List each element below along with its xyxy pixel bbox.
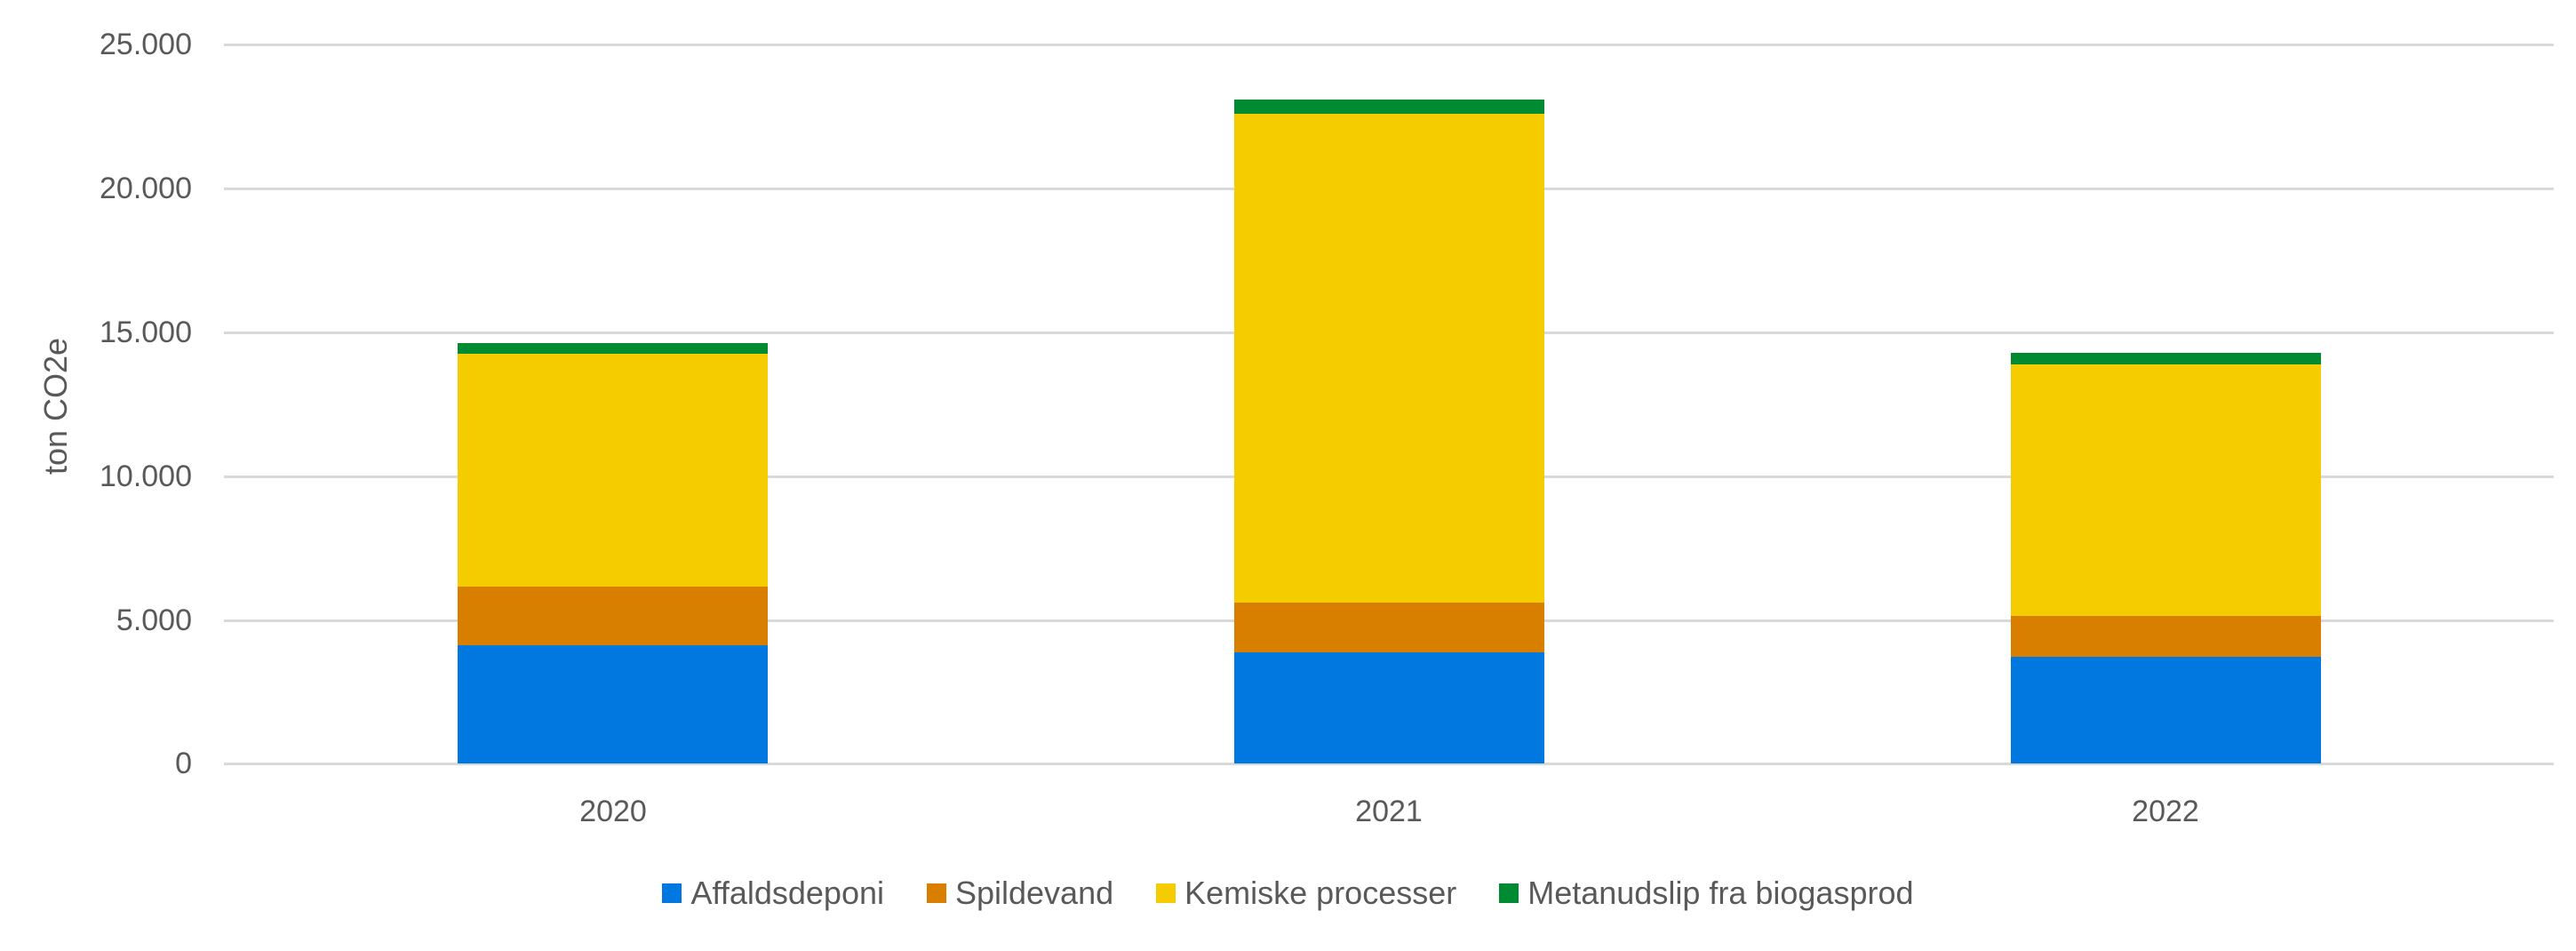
y-tick-label: 0	[175, 747, 192, 780]
y-tick-label: 10.000	[100, 460, 192, 493]
gridline	[224, 44, 2554, 46]
bar-segment-metanudslip-fra-biogasprod	[2010, 352, 2321, 364]
legend-label: Kemiske processer	[1184, 875, 1457, 911]
legend-label: Metanudslip fra biogasprod	[1527, 875, 1914, 911]
legend-item-affaldsdeponi[interactable]: Affaldsdeponi	[662, 875, 884, 911]
legend-label: Spildevand	[954, 875, 1114, 911]
bar-segment-metanudslip-fra-biogasprod	[457, 342, 768, 354]
legend-swatch-icon	[926, 883, 946, 903]
y-tick-label: 15.000	[100, 316, 192, 349]
bar-segment-kemiske-processer	[2010, 364, 2321, 616]
bar-segment-affaldsdeponi	[2010, 657, 2321, 763]
x-tick-label: 2022	[2132, 795, 2199, 828]
bar-segment-affaldsdeponi	[457, 645, 768, 763]
y-tick-label: 5.000	[116, 603, 192, 637]
legend-item-kemiske-processer[interactable]: Kemiske processer	[1156, 875, 1456, 911]
bar-2021	[1233, 99, 1544, 763]
bar-segment-affaldsdeponi	[1233, 652, 1544, 763]
bar-segment-kemiske-processer	[1233, 113, 1544, 603]
x-tick-label: 2020	[579, 795, 647, 828]
legend-label: Affaldsdeponi	[690, 875, 884, 911]
x-axis-line	[224, 763, 2554, 765]
legend-swatch-icon	[662, 883, 682, 903]
legend-swatch-icon	[1156, 883, 1176, 903]
bar-segment-spildevand	[457, 586, 768, 646]
bar-2020	[457, 342, 768, 763]
bar-segment-metanudslip-fra-biogasprod	[1233, 99, 1544, 114]
legend-item-metanudslip[interactable]: Metanudslip fra biogasprod	[1499, 875, 1914, 911]
legend: Affaldsdeponi Spildevand Kemiske process…	[0, 875, 2576, 911]
bar-segment-spildevand	[2010, 616, 2321, 658]
x-tick-label: 2021	[1355, 795, 1423, 828]
legend-swatch-icon	[1499, 883, 1519, 903]
y-tick-label: 25.000	[100, 28, 192, 61]
y-axis-label: ton CO2e	[37, 337, 74, 476]
y-tick-label: 20.000	[100, 172, 192, 205]
bar-2022	[2010, 352, 2321, 763]
bar-segment-spildevand	[1233, 602, 1544, 653]
bar-segment-kemiske-processer	[457, 353, 768, 587]
legend-item-spildevand[interactable]: Spildevand	[926, 875, 1114, 911]
